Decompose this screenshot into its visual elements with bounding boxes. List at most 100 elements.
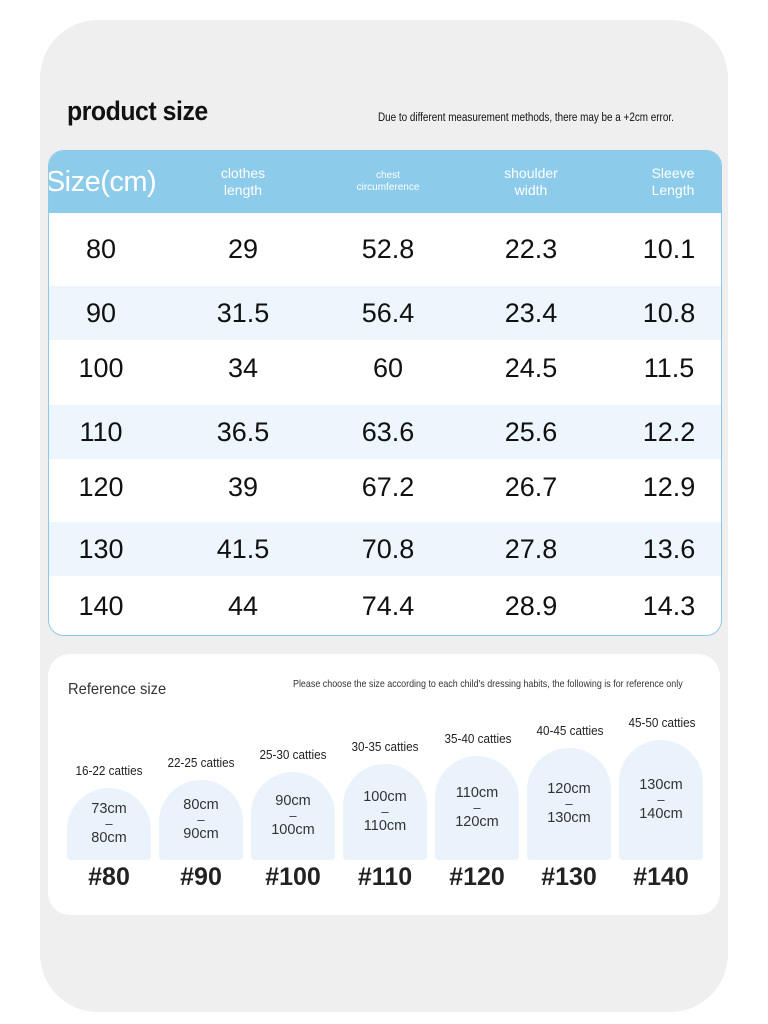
table-header: Size(cm) clothes length chest circumfere…	[49, 151, 721, 213]
header-size: Size(cm)	[48, 165, 157, 198]
height-to: 110cm	[363, 817, 407, 834]
header-sleeve-line1: Sleeve	[651, 165, 695, 182]
height-to: 100cm	[271, 821, 315, 838]
cell-shoulder: 26.7	[504, 471, 558, 502]
cell-size: 140	[78, 590, 124, 621]
cell-sleeve: 12.2	[642, 416, 696, 447]
cell-clothes-length: 31.5	[216, 297, 270, 328]
cell-chest: 52.8	[361, 233, 415, 264]
table-row: 80 29 52.8 22.3 10.1	[49, 222, 721, 276]
height-dash: –	[197, 812, 205, 828]
height-to: 140cm	[639, 805, 683, 822]
height-range-badge: 130cm – 140cm	[619, 740, 703, 860]
cell-sleeve: 13.6	[642, 533, 696, 564]
height-dash: –	[473, 800, 481, 816]
height-dash: –	[565, 796, 573, 812]
cell-shoulder: 27.8	[504, 533, 558, 564]
height-dash: –	[381, 804, 389, 820]
cell-sleeve: 10.1	[642, 233, 696, 264]
height-from: 100cm	[363, 788, 407, 805]
size-label: #130	[541, 863, 597, 891]
weight-range: 16-22 catties	[75, 763, 143, 778]
size-label: #90	[180, 863, 222, 891]
size-label: #100	[265, 863, 321, 891]
header-chest-circumference: chest circumference	[328, 151, 448, 213]
height-to: 80cm	[91, 829, 127, 846]
cell-sleeve: 14.3	[642, 590, 696, 621]
weight-range: 22-25 catties	[167, 755, 235, 770]
reference-title: Reference size	[68, 681, 167, 698]
height-dash: –	[105, 816, 113, 832]
cell-clothes-length: 34	[227, 352, 259, 383]
cell-size: 130	[78, 533, 124, 564]
header-clothes-length-line1: clothes	[220, 165, 266, 182]
cell-size: 110	[79, 416, 123, 447]
height-dash: –	[289, 808, 297, 824]
cell-chest: 74.4	[361, 590, 415, 621]
cell-size: 120	[78, 471, 124, 502]
cell-clothes-length: 39	[227, 471, 259, 502]
table-row: 110 36.5 63.6 25.6 12.2	[49, 405, 721, 459]
height-range-badge: 100cm – 110cm	[343, 764, 427, 860]
cell-shoulder: 25.6	[504, 416, 558, 447]
cell-chest: 60	[372, 352, 404, 383]
table-row: 140 44 74.4 28.9 14.3	[49, 579, 721, 633]
weight-range: 30-35 catties	[351, 739, 419, 754]
height-range-badge: 90cm – 100cm	[251, 772, 335, 860]
header-shoulder-width: shoulder width	[471, 151, 591, 213]
cell-sleeve: 10.8	[642, 297, 696, 328]
height-to: 120cm	[455, 813, 499, 830]
page-title: product size	[67, 96, 208, 126]
cell-clothes-length: 41.5	[216, 533, 270, 564]
table-row: 90 31.5 56.4 23.4 10.8	[49, 286, 721, 340]
cell-clothes-length: 44	[227, 590, 259, 621]
table-row: 130 41.5 70.8 27.8 13.6	[49, 522, 721, 576]
cell-size: 90	[85, 297, 117, 328]
height-range-badge: 110cm – 120cm	[435, 756, 519, 860]
size-table: Size(cm) clothes length chest circumfere…	[48, 150, 722, 636]
size-label: #80	[88, 863, 130, 891]
header-chest-line2: circumference	[356, 182, 420, 193]
height-to: 90cm	[183, 825, 219, 842]
height-range-badge: 80cm – 90cm	[159, 780, 243, 860]
cell-shoulder: 24.5	[504, 352, 558, 383]
header-sleeve-length: Sleeve Length	[613, 151, 721, 213]
size-label: #140	[633, 863, 689, 891]
cell-chest: 70.8	[361, 533, 415, 564]
header-shoulder-line2: width	[514, 182, 548, 198]
cell-size: 80	[85, 233, 117, 264]
reference-note: Please choose the size according to each…	[293, 678, 683, 690]
header-clothes-length-line2: length	[223, 182, 263, 198]
cell-clothes-length: 36.5	[216, 416, 270, 447]
table-row: 100 34 60 24.5 11.5	[49, 341, 721, 395]
cell-chest: 56.4	[361, 297, 415, 328]
cell-shoulder: 23.4	[504, 297, 558, 328]
size-label: #120	[449, 863, 505, 891]
height-from: 73cm	[91, 800, 127, 817]
weight-range: 25-30 catties	[259, 747, 327, 762]
size-label: #110	[357, 863, 413, 891]
height-dash: –	[657, 792, 665, 808]
height-from: 120cm	[547, 780, 591, 797]
measurement-note: Due to different measurement methods, th…	[378, 112, 674, 124]
header-shoulder-line1: shoulder	[504, 165, 558, 182]
header-chest-line1: chest	[376, 170, 400, 181]
weight-range: 45-50 catties	[628, 715, 696, 730]
height-from: 110cm	[455, 784, 499, 801]
weight-range: 40-45 catties	[536, 723, 604, 738]
header-sleeve-line2: Length	[651, 182, 695, 198]
cell-shoulder: 28.9	[504, 590, 558, 621]
cell-sleeve: 12.9	[642, 471, 696, 502]
cell-size: 100	[78, 352, 124, 383]
height-to: 130cm	[547, 809, 591, 826]
cell-chest: 67.2	[361, 471, 415, 502]
cell-clothes-length: 29	[227, 233, 259, 264]
table-row: 120 39 67.2 26.7 12.9	[49, 460, 721, 514]
height-from: 90cm	[275, 792, 311, 809]
cell-shoulder: 22.3	[504, 233, 558, 264]
cell-sleeve: 11.5	[643, 352, 695, 383]
weight-range: 35-40 catties	[444, 731, 512, 746]
height-range-badge: 73cm – 80cm	[67, 788, 151, 860]
height-from: 80cm	[183, 796, 219, 813]
cell-chest: 63.6	[361, 416, 415, 447]
